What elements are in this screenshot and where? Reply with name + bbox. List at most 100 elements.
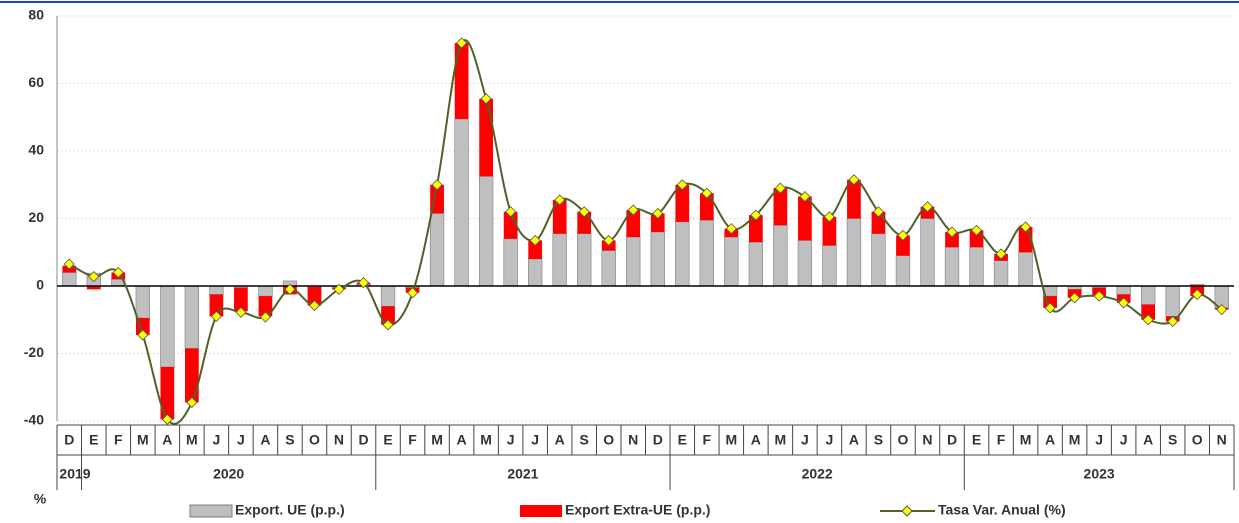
marker — [357, 277, 370, 289]
x-tick-label: O — [309, 432, 320, 448]
marker — [578, 206, 590, 218]
bar — [1165, 285, 1180, 317]
bar — [699, 219, 714, 287]
bar — [773, 224, 788, 287]
marker — [848, 174, 860, 186]
marker — [456, 37, 468, 49]
legend-label: Export. UE (p.p.) — [235, 502, 345, 518]
bar — [969, 230, 984, 248]
x-tick-label: F — [703, 432, 712, 448]
marker — [431, 179, 443, 191]
x-tick-label: E — [89, 432, 98, 448]
x-tick-label: E — [972, 432, 981, 448]
marker — [725, 223, 737, 235]
marker — [259, 311, 271, 323]
bar — [1043, 296, 1057, 308]
year-label: 2022 — [802, 466, 833, 482]
bar — [601, 250, 616, 287]
y-tick-label: 60 — [28, 74, 44, 90]
marker — [1142, 314, 1154, 326]
bar — [626, 236, 641, 287]
bar — [478, 176, 494, 287]
x-tick-label: M — [1020, 432, 1032, 448]
bar — [184, 285, 200, 349]
bar — [1141, 285, 1156, 305]
x-tick-label: O — [1192, 432, 1203, 448]
x-tick-label: F — [408, 432, 417, 448]
bar — [380, 285, 396, 307]
y-tick-label: 20 — [28, 209, 44, 225]
marker — [823, 211, 835, 223]
bar — [724, 236, 739, 287]
bar — [822, 216, 837, 246]
marker — [946, 226, 958, 238]
bar — [1018, 251, 1033, 287]
marker — [676, 179, 688, 191]
bar — [675, 184, 690, 222]
bar — [454, 118, 469, 287]
marker — [235, 306, 247, 318]
legend-label: Export Extra-UE (p.p.) — [565, 502, 710, 518]
bar — [577, 233, 592, 287]
x-tick-label: D — [358, 432, 368, 448]
bar — [1116, 285, 1131, 295]
marker — [1069, 292, 1081, 304]
marker — [921, 201, 934, 213]
y-axis-label: % — [34, 491, 47, 507]
marker — [112, 266, 124, 279]
x-tick-label: S — [1168, 432, 1177, 448]
x-tick-label: J — [1120, 432, 1128, 448]
x-tick-label: O — [898, 432, 909, 448]
marker — [774, 182, 786, 194]
x-tick-label: M — [480, 432, 492, 448]
x-tick-label: E — [678, 432, 687, 448]
marker — [799, 190, 811, 203]
marker — [1167, 315, 1179, 328]
marker — [529, 234, 541, 247]
y-tick-label: 80 — [28, 7, 44, 23]
bar — [650, 231, 665, 287]
marker — [186, 396, 198, 409]
year-label: 2023 — [1084, 466, 1115, 482]
marker — [995, 248, 1007, 260]
bar — [920, 206, 935, 219]
bar — [896, 235, 910, 256]
bar — [258, 285, 273, 297]
x-tick-label: M — [725, 432, 737, 448]
marker — [308, 300, 321, 312]
x-tick-label: E — [383, 432, 392, 448]
x-tick-label: N — [1217, 432, 1227, 448]
x-tick-label: A — [1045, 432, 1055, 448]
marker — [897, 229, 909, 241]
bar — [846, 218, 862, 287]
bar — [798, 196, 812, 241]
marker — [970, 224, 983, 236]
bar — [969, 246, 984, 287]
bar — [62, 272, 77, 287]
y-tick-label: 40 — [28, 142, 44, 158]
x-tick-label: J — [1095, 432, 1103, 448]
bar — [258, 296, 273, 317]
x-tick-label: A — [162, 432, 172, 448]
x-tick-label: A — [1143, 432, 1153, 448]
bar — [552, 199, 567, 234]
bar — [847, 179, 861, 219]
bar — [184, 348, 199, 403]
marker — [505, 206, 517, 218]
x-tick-label: J — [237, 432, 245, 448]
legend-label: Tasa Var. Anual (%) — [938, 502, 1066, 518]
x-tick-label: S — [285, 432, 294, 448]
marker — [1044, 302, 1056, 314]
marker — [627, 204, 639, 216]
bar — [920, 218, 935, 287]
y-tick-label: -40 — [24, 412, 44, 428]
x-tick-label: O — [603, 432, 614, 448]
bar — [527, 258, 543, 287]
bar — [944, 246, 960, 287]
marker — [480, 93, 492, 105]
marker — [382, 319, 394, 331]
legend-marker — [901, 505, 913, 517]
x-tick-label: N — [922, 432, 932, 448]
bar — [993, 260, 1009, 287]
